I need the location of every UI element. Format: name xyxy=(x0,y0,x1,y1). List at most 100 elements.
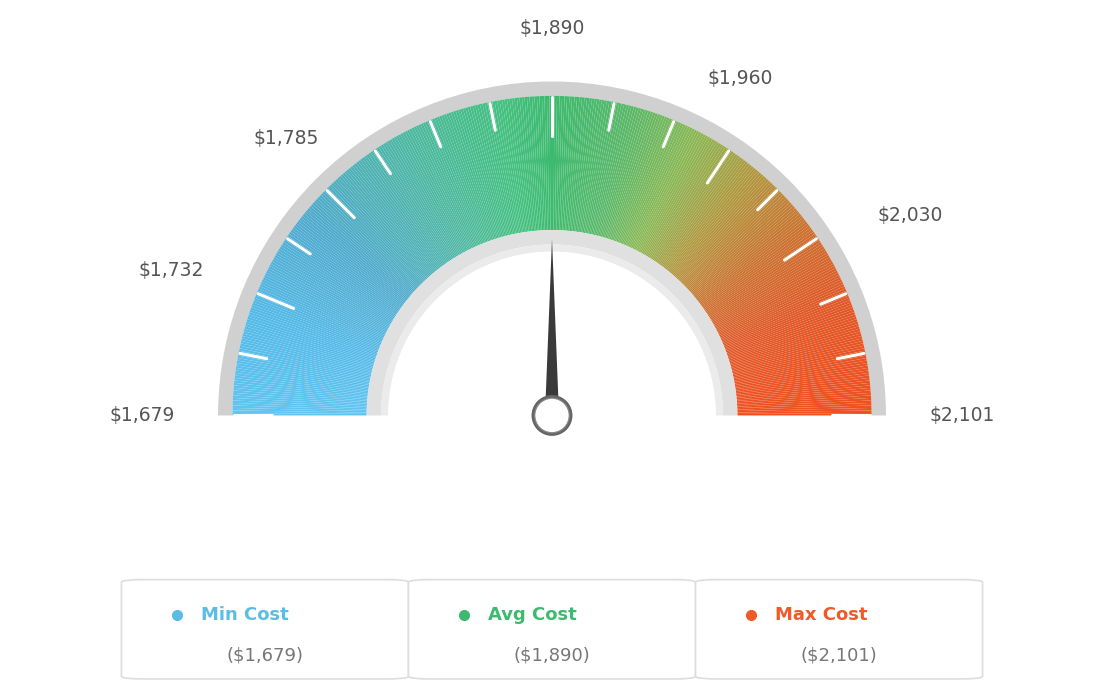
Wedge shape xyxy=(562,97,572,230)
Wedge shape xyxy=(344,171,433,275)
Wedge shape xyxy=(699,219,806,303)
Wedge shape xyxy=(370,151,448,263)
Wedge shape xyxy=(264,275,385,335)
Wedge shape xyxy=(713,259,832,326)
Wedge shape xyxy=(234,380,368,397)
Wedge shape xyxy=(257,288,382,343)
Wedge shape xyxy=(310,204,413,294)
Wedge shape xyxy=(552,96,554,230)
Wedge shape xyxy=(312,202,414,293)
Wedge shape xyxy=(553,96,558,230)
Text: $1,960: $1,960 xyxy=(707,70,773,88)
Wedge shape xyxy=(233,393,368,404)
Wedge shape xyxy=(677,179,768,279)
Wedge shape xyxy=(403,132,467,252)
Wedge shape xyxy=(691,204,794,294)
Wedge shape xyxy=(333,181,426,280)
Wedge shape xyxy=(655,150,732,262)
Wedge shape xyxy=(729,322,858,362)
Wedge shape xyxy=(266,270,386,333)
Wedge shape xyxy=(475,105,509,235)
Wedge shape xyxy=(737,395,871,405)
Wedge shape xyxy=(299,217,406,302)
Wedge shape xyxy=(339,176,429,277)
Wedge shape xyxy=(544,96,549,230)
Wedge shape xyxy=(325,190,421,286)
Wedge shape xyxy=(336,179,427,279)
Wedge shape xyxy=(252,302,379,351)
Wedge shape xyxy=(726,307,853,354)
Wedge shape xyxy=(596,106,631,236)
Wedge shape xyxy=(709,244,824,317)
Wedge shape xyxy=(505,99,526,232)
Wedge shape xyxy=(352,164,437,270)
Wedge shape xyxy=(499,100,523,233)
Text: ($1,890): ($1,890) xyxy=(513,647,591,664)
Wedge shape xyxy=(680,184,774,282)
Text: Avg Cost: Avg Cost xyxy=(488,607,576,624)
Wedge shape xyxy=(724,295,849,347)
Wedge shape xyxy=(317,197,417,290)
Wedge shape xyxy=(235,368,369,389)
Wedge shape xyxy=(307,208,411,296)
Wedge shape xyxy=(678,181,771,280)
Wedge shape xyxy=(603,108,641,237)
Wedge shape xyxy=(735,371,869,391)
Wedge shape xyxy=(217,81,885,415)
Wedge shape xyxy=(283,242,396,316)
Wedge shape xyxy=(465,107,503,237)
Wedge shape xyxy=(347,169,434,273)
Wedge shape xyxy=(726,310,854,355)
Wedge shape xyxy=(737,406,871,411)
Wedge shape xyxy=(667,164,752,270)
Wedge shape xyxy=(432,118,484,244)
Wedge shape xyxy=(737,413,871,415)
Wedge shape xyxy=(687,197,787,290)
Text: $2,030: $2,030 xyxy=(878,206,943,225)
Wedge shape xyxy=(291,228,402,308)
Wedge shape xyxy=(473,106,508,236)
Wedge shape xyxy=(666,163,750,270)
Wedge shape xyxy=(427,120,481,245)
Wedge shape xyxy=(723,291,847,344)
Wedge shape xyxy=(575,99,595,232)
Wedge shape xyxy=(704,234,816,311)
Wedge shape xyxy=(298,219,405,303)
Wedge shape xyxy=(237,355,370,382)
Wedge shape xyxy=(416,125,475,248)
Wedge shape xyxy=(444,114,490,241)
Wedge shape xyxy=(418,124,476,247)
Wedge shape xyxy=(388,140,458,257)
Wedge shape xyxy=(328,186,423,284)
Wedge shape xyxy=(326,188,422,284)
Wedge shape xyxy=(606,110,648,239)
Wedge shape xyxy=(306,210,410,297)
Wedge shape xyxy=(342,172,432,275)
Wedge shape xyxy=(640,134,705,253)
Wedge shape xyxy=(372,150,449,262)
Text: $1,785: $1,785 xyxy=(254,129,319,148)
Wedge shape xyxy=(477,104,510,235)
Wedge shape xyxy=(241,341,372,373)
Wedge shape xyxy=(709,246,825,319)
Wedge shape xyxy=(276,253,392,322)
Wedge shape xyxy=(265,273,386,334)
Wedge shape xyxy=(267,268,388,331)
Wedge shape xyxy=(251,307,378,354)
Wedge shape xyxy=(735,368,869,389)
Wedge shape xyxy=(694,210,798,297)
Wedge shape xyxy=(233,398,367,406)
Wedge shape xyxy=(661,157,742,266)
Wedge shape xyxy=(584,101,609,233)
Wedge shape xyxy=(650,144,723,259)
Circle shape xyxy=(531,395,573,436)
Wedge shape xyxy=(605,109,646,238)
Wedge shape xyxy=(629,125,688,248)
Wedge shape xyxy=(736,380,870,397)
Wedge shape xyxy=(236,363,369,386)
Wedge shape xyxy=(718,270,838,333)
Wedge shape xyxy=(710,248,826,320)
Wedge shape xyxy=(460,108,500,238)
Wedge shape xyxy=(275,255,392,324)
Wedge shape xyxy=(233,400,367,408)
